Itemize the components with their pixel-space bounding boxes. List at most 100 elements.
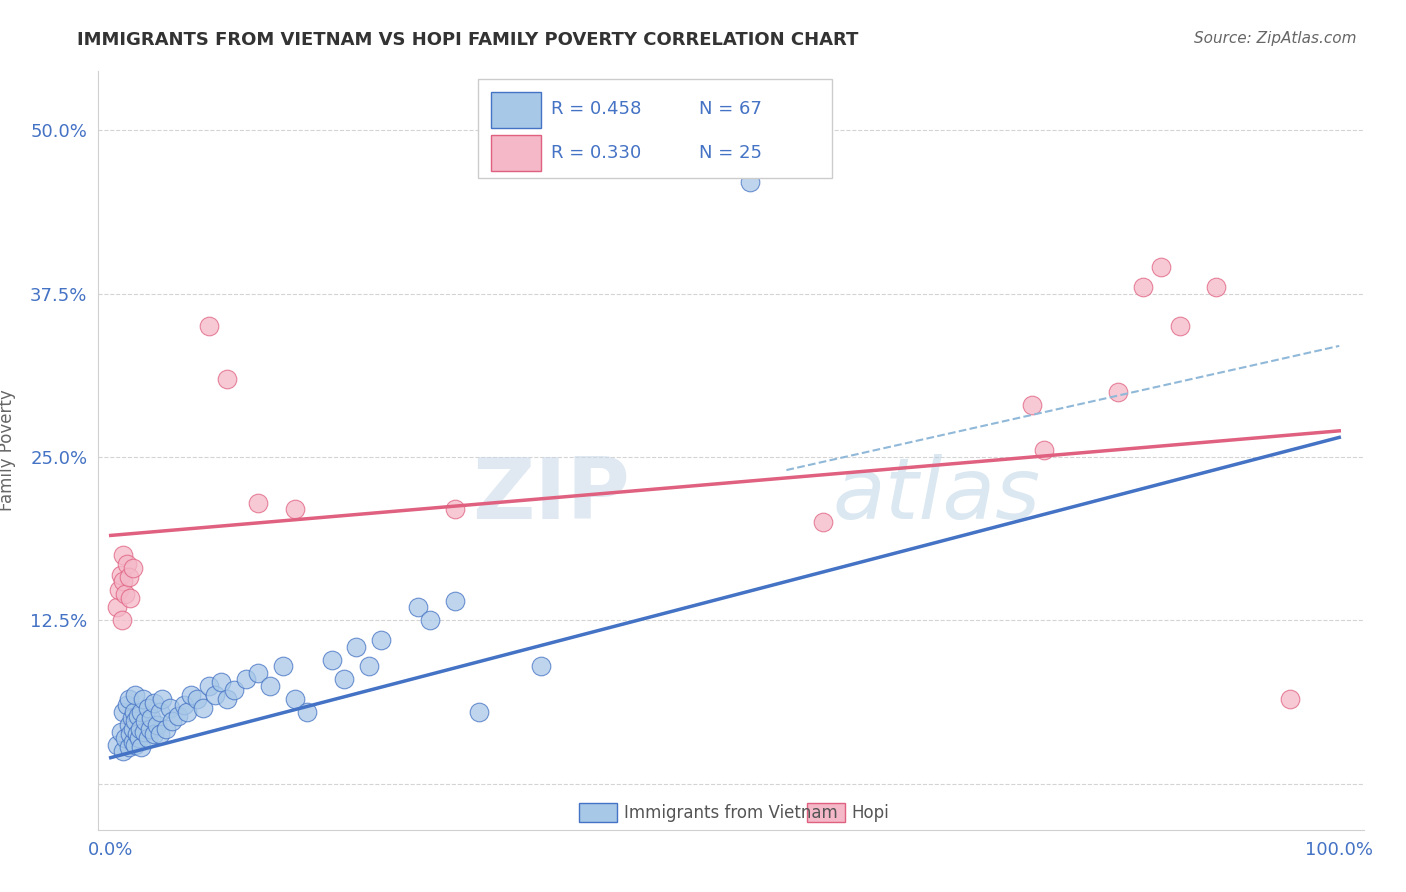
Point (284, 691, 307, 706)
Point (333, 672, 356, 686)
Point (121, 735, 143, 749)
Text: R = 0.458: R = 0.458 (551, 100, 641, 119)
Point (1021, 398, 1043, 412)
Point (118, 570, 141, 584)
Point (204, 688, 226, 702)
Point (297, 705, 319, 719)
FancyBboxPatch shape (491, 92, 541, 128)
Point (111, 744, 134, 758)
Point (247, 665, 270, 680)
FancyBboxPatch shape (807, 803, 845, 822)
Point (186, 691, 208, 706)
Point (443, 502, 465, 516)
Text: Immigrants from Vietnam: Immigrants from Vietnam (623, 804, 838, 822)
Point (159, 701, 181, 715)
Point (173, 698, 195, 713)
Point (118, 740, 141, 755)
Point (1150, 260, 1173, 275)
Point (1168, 319, 1191, 334)
Point (110, 724, 132, 739)
Point (125, 727, 148, 741)
Point (114, 587, 136, 601)
Text: R = 0.330: R = 0.330 (551, 145, 641, 162)
Point (139, 722, 162, 736)
Text: Source: ZipAtlas.com: Source: ZipAtlas.com (1194, 31, 1357, 46)
Point (247, 496, 270, 510)
Point (120, 591, 142, 606)
Text: atlas: atlas (832, 454, 1040, 538)
Point (284, 502, 307, 516)
Point (344, 640, 367, 654)
Point (131, 705, 153, 719)
Point (443, 594, 465, 608)
Point (167, 708, 190, 723)
Text: IMMIGRANTS FROM VIETNAM VS HOPI FAMILY POVERTY CORRELATION CHART: IMMIGRANTS FROM VIETNAM VS HOPI FAMILY P… (77, 31, 859, 49)
Point (155, 722, 177, 736)
Point (1205, 280, 1227, 294)
Point (122, 705, 145, 719)
Point (209, 674, 232, 689)
Point (136, 701, 159, 715)
Point (110, 567, 132, 582)
Text: ZIP: ZIP (472, 454, 630, 538)
Point (142, 696, 165, 710)
Point (1033, 443, 1056, 458)
Point (149, 705, 172, 719)
Point (121, 711, 143, 725)
Text: N = 67: N = 67 (699, 100, 762, 119)
Point (468, 705, 491, 719)
Point (142, 727, 165, 741)
Point (131, 691, 153, 706)
Point (1107, 384, 1129, 399)
Point (198, 319, 221, 334)
Point (128, 731, 150, 745)
Point (124, 714, 146, 728)
Y-axis label: Family Poverty: Family Poverty (0, 390, 15, 511)
Point (1132, 280, 1154, 294)
FancyBboxPatch shape (491, 135, 541, 171)
Point (111, 705, 134, 719)
Point (131, 740, 153, 755)
Point (134, 714, 156, 728)
Point (121, 561, 143, 575)
FancyBboxPatch shape (579, 803, 617, 822)
FancyBboxPatch shape (478, 79, 832, 178)
Point (217, 691, 239, 706)
Point (406, 600, 429, 615)
Point (115, 698, 138, 713)
Point (738, 176, 761, 190)
Point (176, 705, 198, 719)
Point (160, 714, 183, 728)
Point (124, 738, 146, 752)
Point (132, 724, 155, 739)
Text: N = 25: N = 25 (699, 145, 762, 162)
Point (124, 688, 146, 702)
Point (120, 727, 142, 741)
Point (141, 711, 163, 725)
Point (149, 727, 172, 741)
Point (136, 731, 159, 745)
Point (127, 708, 149, 723)
Point (813, 516, 835, 530)
Text: Hopi: Hopi (852, 804, 889, 822)
Point (105, 600, 128, 615)
Point (370, 633, 392, 648)
Point (1279, 691, 1302, 706)
Point (121, 722, 143, 736)
Point (115, 557, 138, 572)
Point (111, 574, 134, 589)
Point (108, 583, 131, 598)
Point (217, 371, 239, 385)
Point (357, 659, 380, 673)
Point (105, 738, 128, 752)
Point (118, 691, 141, 706)
Point (111, 548, 134, 562)
Point (271, 659, 294, 673)
Point (146, 718, 169, 732)
Point (259, 679, 281, 693)
Point (150, 691, 173, 706)
Point (118, 718, 141, 732)
Point (111, 614, 134, 628)
Point (114, 731, 136, 745)
Point (419, 614, 441, 628)
